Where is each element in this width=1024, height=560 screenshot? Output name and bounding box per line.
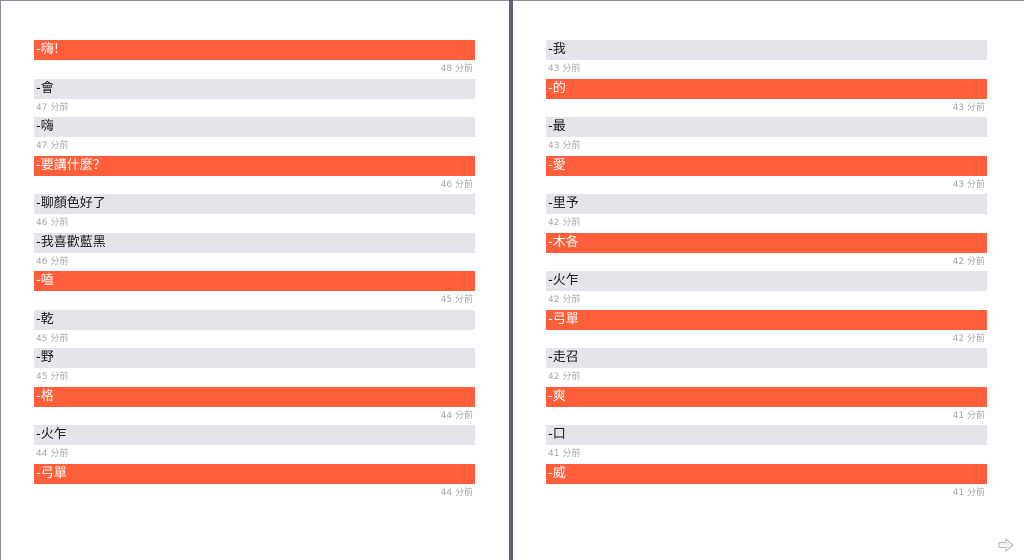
message-timestamp: 43 分前 [952,179,985,190]
message-timestamp: 42 分前 [548,372,581,382]
message-timestamp: 44 分前 [36,449,69,459]
message: -格 44 分前 [34,386,475,426]
message: -威 41 分前 [546,463,987,503]
message-timestamp: 43 分前 [548,141,581,151]
message: -野 45 分前 [34,348,475,387]
message: -里予 42 分前 [546,194,987,233]
message-bubble: -乾 [34,309,475,330]
message-timestamp: 48 分前 [440,64,473,74]
message: -爽 41 分前 [546,386,987,426]
message-bubble: -要講什麼？ [34,155,475,176]
message-bubble: -木各 [546,232,987,253]
message: -嗨! 48 分前 [34,40,475,79]
right-page: -我 43 分前 -的 43 分前 -最 43 分前 -愛 43 分前 -里予 … [513,0,1024,560]
message-timestamp: 42 分前 [548,218,581,228]
message: -乾 45 分前 [34,309,475,349]
message: -會 47 分前 [34,78,475,118]
message-bubble: -火乍 [546,271,987,291]
message-bubble: -最 [546,117,987,137]
message-timestamp: 46 分前 [36,218,69,228]
message-bubble: -火乍 [34,425,475,445]
message-timestamp: 42 分前 [952,333,985,344]
message-bubble: -走召 [546,348,987,368]
message-bubble: -我 [546,40,987,60]
message-bubble: -格 [34,386,475,407]
message: -木各 42 分前 [546,232,987,272]
message-timestamp: 41 分前 [952,410,985,421]
message-bubble: -的 [546,78,987,99]
message-timestamp: 42 分前 [952,256,985,267]
message: -弓單 44 分前 [34,463,475,503]
message-timestamp: 45 分前 [36,333,69,344]
message-bubble: -弓單 [546,309,987,330]
message-bubble: -嗑 [34,271,475,291]
message-timestamp: 42 分前 [548,295,581,305]
message-timestamp: 41 分前 [952,487,985,498]
message-bubble: -我喜歡藍黑 [34,232,475,253]
message: -我 43 分前 [546,40,987,79]
page-divider [509,0,513,560]
message-bubble: -里予 [546,194,987,214]
message-timestamp: 47 分前 [36,141,69,151]
message: -的 43 分前 [546,78,987,118]
conversation-list: -我 43 分前 -的 43 分前 -最 43 分前 -愛 43 分前 -里予 … [546,40,987,502]
message: -口 41 分前 [546,425,987,464]
message-timestamp: 44 分前 [440,410,473,421]
message-timestamp: 46 分前 [36,256,69,267]
message: -火乍 42 分前 [546,271,987,310]
message: -愛 43 分前 [546,155,987,195]
message-bubble: -威 [546,463,987,484]
message-timestamp: 41 分前 [548,449,581,459]
message-bubble: -會 [34,78,475,99]
message-bubble: -嗨! [34,40,475,60]
message-bubble: -愛 [546,155,987,176]
message-bubble: -弓單 [34,463,475,484]
message: -要講什麼？ 46 分前 [34,155,475,195]
message-timestamp: 45 分前 [36,372,69,382]
conversation-list: -嗨! 48 分前 -會 47 分前 -嗨 47 分前 -要講什麼？ 46 分前… [34,40,475,502]
message: -聊顏色好了 46 分前 [34,194,475,233]
message-bubble: -爽 [546,386,987,407]
message-timestamp: 47 分前 [36,102,69,113]
message-bubble: -野 [34,348,475,368]
message: -走召 42 分前 [546,348,987,387]
message: -嗨 47 分前 [34,117,475,156]
message-timestamp: 46 分前 [440,179,473,190]
message: -弓單 42 分前 [546,309,987,349]
next-page-arrow-icon[interactable] [998,537,1014,553]
message-bubble: -嗨 [34,117,475,137]
left-page: -嗨! 48 分前 -會 47 分前 -嗨 47 分前 -要講什麼？ 46 分前… [0,0,509,560]
message-timestamp: 43 分前 [952,102,985,113]
message-timestamp: 44 分前 [440,487,473,498]
message: -嗑 45 分前 [34,271,475,310]
message-bubble: -聊顏色好了 [34,194,475,214]
message: -火乍 44 分前 [34,425,475,464]
message-bubble: -口 [546,425,987,445]
message: -我喜歡藍黑 46 分前 [34,232,475,272]
message: -最 43 分前 [546,117,987,156]
message-timestamp: 45 分前 [440,295,473,305]
message-timestamp: 43 分前 [548,64,581,74]
